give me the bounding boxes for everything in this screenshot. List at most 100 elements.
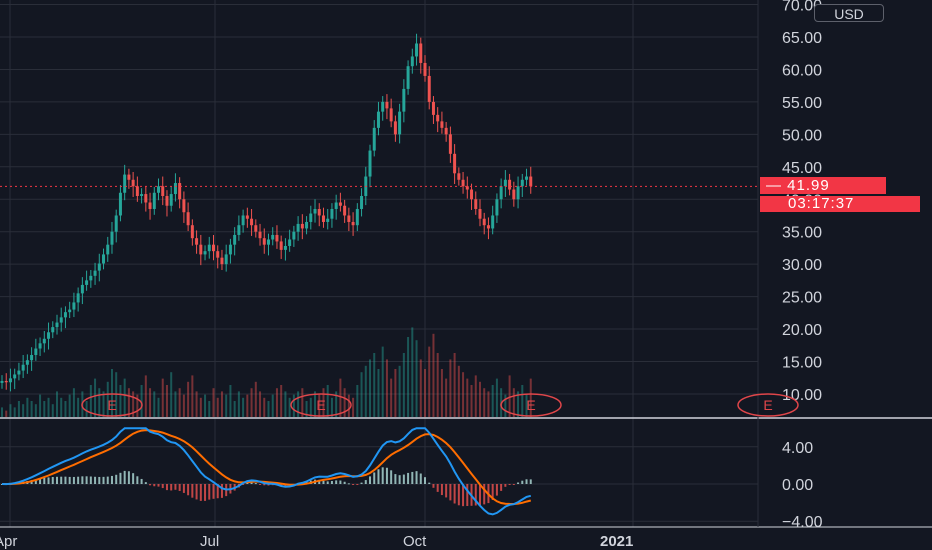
macd-histogram-bar (343, 481, 346, 484)
time-tick-label: Apr (0, 533, 17, 550)
volume-bar (178, 388, 181, 417)
candle-body (110, 231, 114, 245)
volume-bar (428, 346, 431, 417)
volume-bar (525, 394, 528, 417)
candle-body (296, 223, 300, 232)
macd-histogram-bar (508, 484, 511, 485)
volume-bar (360, 372, 363, 417)
macd-histogram-bar (259, 484, 262, 485)
price-tick-label: 60.00 (782, 62, 822, 79)
candle-body (330, 208, 334, 219)
volume-bar (457, 365, 460, 417)
candle-body (63, 312, 67, 318)
earnings-marker[interactable]: E (290, 393, 352, 417)
candle-body (465, 186, 469, 190)
candle-body (453, 153, 457, 174)
candle-body (427, 75, 431, 102)
volume-bar (352, 397, 355, 417)
volume-bar (474, 375, 477, 417)
earnings-marker[interactable]: E (500, 393, 562, 417)
candle-body (283, 245, 287, 250)
candle-body (51, 327, 55, 333)
candle-body (486, 225, 490, 229)
volume-bar (314, 391, 317, 417)
volume-bar (43, 401, 46, 417)
macd-line (1, 427, 532, 516)
volume-bar (212, 388, 215, 417)
volume-bar (369, 359, 372, 417)
macd-histogram-bar (77, 476, 80, 484)
volume-bar (432, 333, 435, 417)
volume-bar (157, 397, 160, 417)
macd-histogram-bar (263, 484, 266, 486)
price-tick-label: 35.00 (782, 225, 822, 242)
candle-body (250, 218, 254, 226)
candle-body (457, 173, 461, 180)
volume-bar (191, 375, 194, 417)
volume-bar (106, 381, 109, 417)
volume-bar (407, 337, 410, 417)
macd-histogram-bar (474, 484, 477, 506)
candle-body (68, 309, 72, 313)
macd-histogram-bar (161, 484, 164, 489)
candle-body (444, 127, 448, 135)
macd-histogram-bar (525, 479, 528, 484)
currency-badge[interactable]: USD (814, 4, 884, 22)
candle-body (393, 121, 397, 135)
candle-body (228, 244, 232, 255)
earnings-marker-label: E (107, 397, 116, 413)
macd-histogram-bar (411, 471, 414, 484)
macd-histogram-bar (330, 481, 333, 484)
macd-histogram-bar (85, 476, 88, 484)
macd-histogram-bar (208, 484, 211, 500)
macd-histogram-bar (64, 476, 67, 484)
candle-body (431, 101, 435, 115)
earnings-marker[interactable]: E (81, 393, 143, 417)
macd-pane: 4.00 0.00 −4.00 (0, 427, 823, 531)
macd-histogram-bar (72, 476, 75, 484)
candle-body (80, 284, 84, 294)
macd-histogram-bar (43, 477, 46, 484)
macd-histogram-bar (60, 476, 63, 484)
volume-bar (419, 359, 422, 417)
macd-histogram-bar (39, 478, 42, 484)
volume-bar (356, 385, 359, 417)
volume-bar (30, 401, 33, 417)
candle-body (423, 62, 427, 76)
macd-histogram-bar (457, 484, 460, 506)
candle-body (203, 251, 207, 255)
macd-histogram-bar (127, 471, 130, 484)
macd-histogram-bar (381, 467, 384, 484)
candle-body (381, 101, 385, 112)
volume-bar (343, 388, 346, 417)
volume-bar (229, 385, 232, 417)
volume-bar (39, 394, 42, 417)
candle-body (34, 348, 38, 356)
volume-bar (398, 365, 401, 417)
macd-histogram-bar (335, 480, 338, 484)
volume-bar (259, 391, 262, 417)
volume-bar (153, 391, 156, 417)
candle-body (93, 270, 97, 276)
candle-body (491, 215, 495, 229)
price-tick-label: 45.00 (782, 160, 822, 177)
candle-body (237, 225, 241, 235)
volume-bar (127, 388, 130, 417)
candle-body (512, 189, 516, 200)
earnings-marker-circle (737, 393, 799, 417)
volume-bar (170, 372, 173, 417)
earnings-marker[interactable]: E (737, 393, 799, 417)
macd-histogram-bar (68, 476, 71, 484)
candle-body (499, 186, 503, 200)
macd-histogram-bar (165, 484, 168, 491)
candle-body (279, 241, 283, 250)
candle-body (440, 121, 444, 128)
candle-body (419, 43, 423, 63)
volume-bar (309, 397, 312, 417)
candle-body (385, 101, 389, 109)
volume-bar (22, 404, 25, 417)
candle-body (144, 194, 148, 203)
macd-histogram-bar (407, 472, 410, 484)
